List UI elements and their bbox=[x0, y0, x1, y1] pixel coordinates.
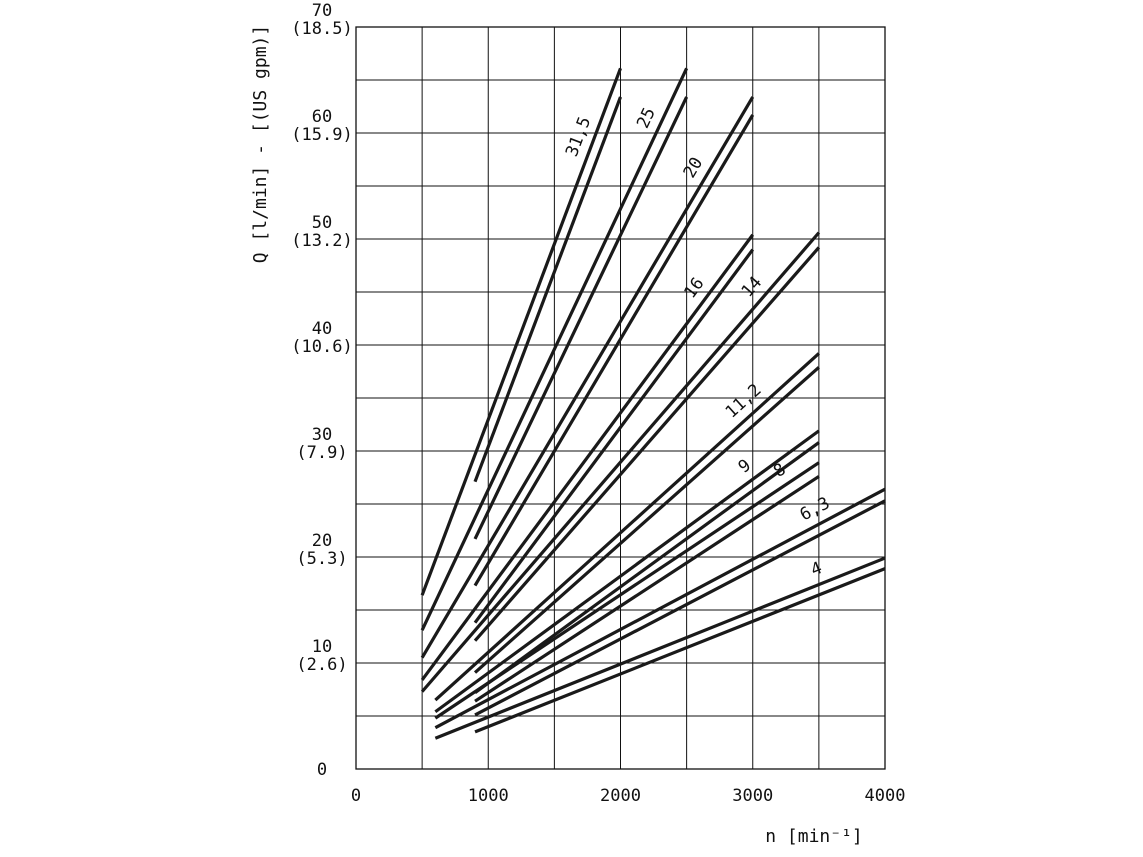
y-tick-label: 0 bbox=[317, 760, 327, 780]
y-tick-label: 10 bbox=[312, 637, 332, 657]
y-tick-sublabel: (18.5) bbox=[291, 19, 352, 39]
y-tick-sublabel: (5.3) bbox=[296, 549, 347, 569]
y-tick-sublabel: (15.9) bbox=[291, 125, 352, 145]
series-line bbox=[473, 248, 755, 624]
series-lines bbox=[420, 67, 886, 740]
y-tick-label: 20 bbox=[312, 531, 332, 551]
y-tick-sublabel: (7.9) bbox=[296, 443, 347, 463]
x-axis-label: n [min⁻¹] bbox=[765, 826, 863, 847]
series-line bbox=[420, 233, 755, 681]
series-line bbox=[474, 475, 820, 703]
series-label: 4 bbox=[808, 558, 825, 580]
y-tick-label: 50 bbox=[312, 213, 332, 233]
y-tick-sublabel: (13.2) bbox=[291, 231, 352, 251]
x-tick-label: 2000 bbox=[600, 786, 641, 806]
series-label: 8 bbox=[770, 459, 790, 481]
series-line bbox=[473, 114, 755, 587]
series-line bbox=[420, 231, 821, 693]
x-tick-label: 3000 bbox=[732, 786, 773, 806]
series-label: 25 bbox=[633, 105, 660, 132]
x-axis-ticks: 0 1000 2000 3000 4000 bbox=[351, 786, 906, 806]
series-line bbox=[434, 487, 886, 730]
x-tick-label: 0 bbox=[351, 786, 361, 806]
series-line bbox=[473, 366, 820, 674]
y-tick-label: 40 bbox=[312, 319, 332, 339]
series-line bbox=[434, 429, 820, 714]
series-line bbox=[434, 352, 820, 702]
plot-frame bbox=[355, 26, 886, 770]
y-axis-label: Q [l/min] - [(US gpm)] bbox=[250, 25, 271, 263]
series-line bbox=[434, 461, 820, 720]
series-line bbox=[434, 556, 886, 740]
series-line bbox=[474, 567, 886, 734]
series-line bbox=[420, 67, 622, 596]
series-label: 20 bbox=[680, 154, 708, 182]
series-line bbox=[474, 441, 820, 694]
y-tick-label: 30 bbox=[312, 425, 332, 445]
series-line bbox=[473, 96, 622, 483]
series-line bbox=[420, 96, 755, 659]
series-line bbox=[473, 96, 689, 540]
y-tick-label: 60 bbox=[312, 107, 332, 127]
grid bbox=[356, 27, 885, 769]
x-tick-label: 1000 bbox=[468, 786, 509, 806]
y-tick-label: 70 bbox=[312, 1, 332, 21]
y-axis-ticks: 0 10(2.6) 20(5.3) 30(7.9) 40(10.6) 50(13.2) 60… bbox=[291, 1, 352, 780]
series-line bbox=[474, 499, 886, 717]
series-line bbox=[420, 67, 689, 631]
y-tick-sublabel: (2.6) bbox=[296, 655, 347, 675]
series-line bbox=[473, 246, 821, 642]
series-label: 9 bbox=[735, 455, 755, 477]
x-tick-label: 4000 bbox=[865, 786, 906, 806]
series-label: 11,2 bbox=[722, 380, 766, 422]
y-tick-sublabel: (10.6) bbox=[291, 337, 352, 357]
